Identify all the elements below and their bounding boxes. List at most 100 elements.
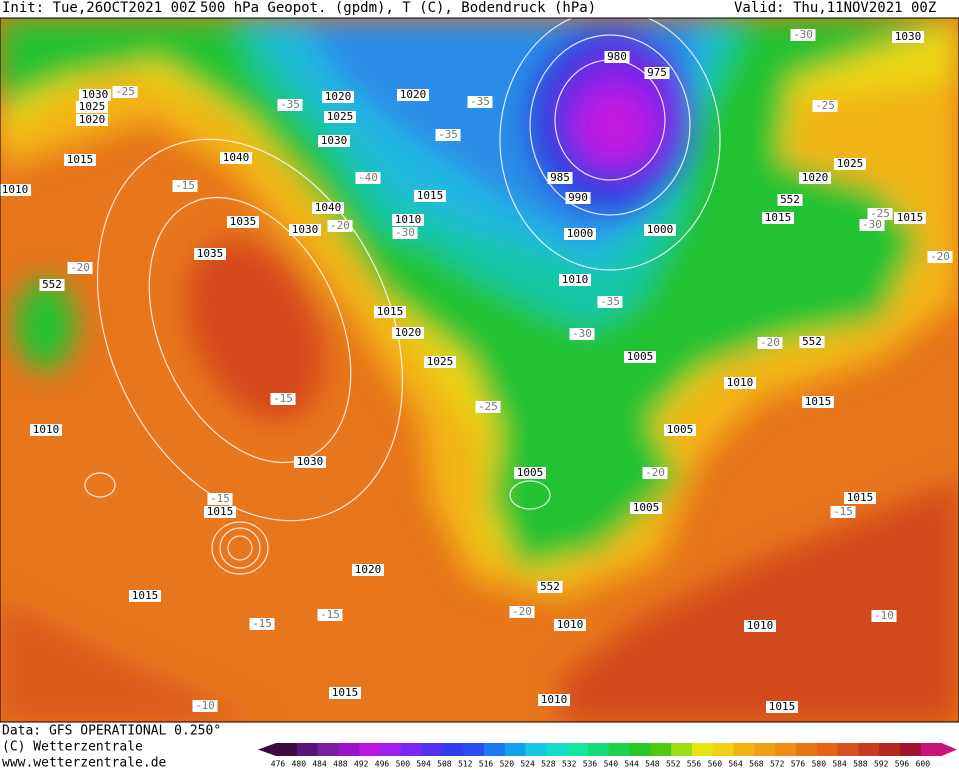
colorbar-swatch xyxy=(712,743,735,756)
temperature-label: -30 xyxy=(793,28,813,41)
label-box xyxy=(30,424,62,436)
colorbar-left-arrow xyxy=(258,743,276,756)
label-box xyxy=(79,89,111,101)
colorbar-tick-label: 564 xyxy=(728,760,743,769)
colorbar-tick-label: 580 xyxy=(812,760,827,769)
colorbar-swatch xyxy=(650,743,672,756)
colorbar-swatch xyxy=(837,743,859,756)
colorbar-tick-label: 600 xyxy=(916,760,931,769)
label-box xyxy=(172,180,198,192)
colorbar-swatch xyxy=(525,743,547,756)
colorbar-tick-label: 584 xyxy=(832,760,847,769)
temperature-label: -25 xyxy=(115,85,135,98)
colorbar-tick-label: 524 xyxy=(520,760,535,769)
label-box xyxy=(812,100,838,112)
colorbar-tick-label: 512 xyxy=(458,760,473,769)
temperature-label: -20 xyxy=(512,605,532,618)
temperature-label: -20 xyxy=(760,336,780,349)
pressure-label: 1025 xyxy=(837,157,864,170)
colorbar-tick-label: 496 xyxy=(375,760,390,769)
pressure-label: 1015 xyxy=(897,211,924,224)
pressure-label: 1010 xyxy=(541,693,568,706)
label-box xyxy=(207,493,233,505)
pressure-label: 1020 xyxy=(395,326,422,339)
colorbar-tick-label: 532 xyxy=(562,760,577,769)
colorbar-tick-label: 556 xyxy=(687,760,702,769)
label-box xyxy=(630,502,662,514)
label-box xyxy=(129,590,161,602)
colorbar-tick-label: 508 xyxy=(437,760,452,769)
pressure-label: 1010 xyxy=(33,423,60,436)
pressure-label: 1020 xyxy=(325,90,352,103)
colorbar-swatch xyxy=(671,743,693,756)
colorbar-tick-label: 476 xyxy=(271,760,286,769)
label-box xyxy=(327,220,353,232)
label-box xyxy=(318,135,350,147)
label-box xyxy=(724,377,756,389)
colorbar-swatch xyxy=(400,743,423,756)
label-box xyxy=(76,101,108,113)
colorbar-tick-label: 588 xyxy=(853,760,868,769)
label-box xyxy=(604,51,630,63)
colorbar-tick-label: 516 xyxy=(479,760,494,769)
valid-time: Valid: Thu,11NOV2021 00Z xyxy=(734,0,936,16)
label-box xyxy=(392,214,424,226)
label-box xyxy=(597,296,623,308)
label-box xyxy=(289,224,321,236)
label-box xyxy=(509,606,535,618)
colorbar-swatch xyxy=(588,743,610,756)
label-box xyxy=(644,67,670,79)
pressure-label: 1025 xyxy=(79,100,106,113)
temperature-label: -25 xyxy=(870,207,890,220)
label-box xyxy=(624,351,656,363)
pressure-label: 1040 xyxy=(223,151,250,164)
temperature-label: -30 xyxy=(572,327,592,340)
label-box xyxy=(569,328,595,340)
init-time: Init: Tue,26OCT2021 00Z xyxy=(2,0,196,16)
pressure-label: 1015 xyxy=(207,505,234,518)
temperature-label: -10 xyxy=(195,699,215,712)
temperature-label: -10 xyxy=(874,609,894,622)
colorbar-tick-label: 480 xyxy=(292,760,307,769)
label-box xyxy=(790,29,816,41)
label-box xyxy=(799,336,825,348)
label-box xyxy=(192,700,218,712)
colorbar-swatch xyxy=(629,743,651,756)
label-box xyxy=(329,687,361,699)
colorbar-swatch xyxy=(920,743,943,756)
label-box xyxy=(777,194,803,206)
pressure-label: 1010 xyxy=(557,618,584,631)
label-box xyxy=(799,172,831,184)
colorbar-tick-label: 572 xyxy=(770,760,785,769)
copyright: (C) Wetterzentrale xyxy=(2,740,143,755)
label-box xyxy=(514,467,546,479)
temperature-label: -15 xyxy=(833,505,853,518)
label-box xyxy=(565,192,591,204)
pressure-label: 1015 xyxy=(417,189,444,202)
label-box xyxy=(766,701,798,713)
temperature-label: -20 xyxy=(330,219,350,232)
pressure-label: 1005 xyxy=(627,350,654,363)
label-box xyxy=(355,172,381,184)
label-box xyxy=(859,219,885,231)
colorbar-tick-label: 592 xyxy=(874,760,889,769)
pressure-label: 552 xyxy=(780,193,800,206)
label-box xyxy=(392,227,418,239)
temperature-label: -15 xyxy=(175,179,195,192)
colorbar-tick-label: 536 xyxy=(583,760,598,769)
label-box xyxy=(537,581,563,593)
label-box xyxy=(249,618,275,630)
colorbar-tick-label: 488 xyxy=(333,760,348,769)
colorbar-swatch xyxy=(567,743,589,756)
pressure-label: 985 xyxy=(550,171,570,184)
label-box xyxy=(802,396,834,408)
pressure-label: 980 xyxy=(607,50,627,63)
colorbar: 476 480 484 488 492 496 500 504 508 512 516 520 524 5… xyxy=(258,743,957,769)
label-box xyxy=(644,224,676,236)
pressure-label: 1015 xyxy=(765,211,792,224)
label-box xyxy=(64,154,96,166)
temperature-label: -15 xyxy=(320,608,340,621)
label-box xyxy=(467,96,493,108)
label-box xyxy=(67,262,93,274)
pressure-label: 1010 xyxy=(747,619,774,632)
